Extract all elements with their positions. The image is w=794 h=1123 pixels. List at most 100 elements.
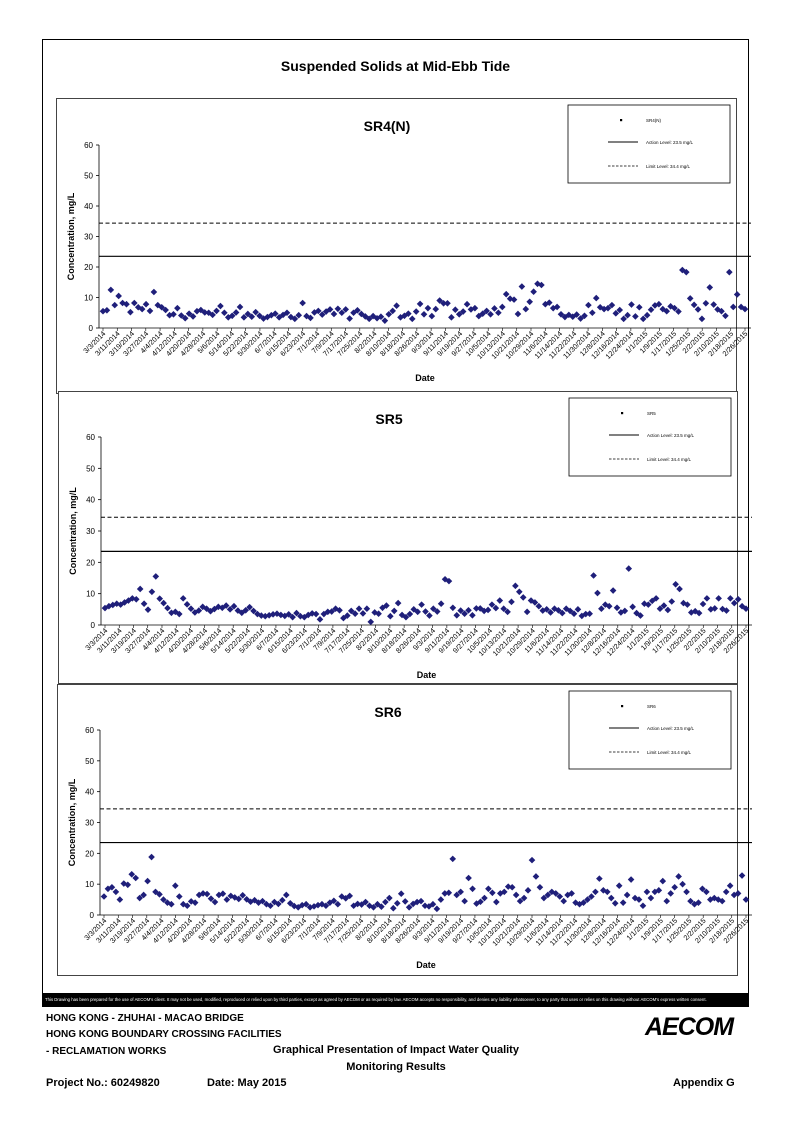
data-point	[679, 266, 686, 274]
data-point	[246, 603, 253, 611]
data-point	[611, 899, 619, 907]
y-tick-label: 40	[86, 496, 95, 505]
data-point	[342, 895, 350, 902]
data-point	[279, 896, 286, 904]
data-point	[199, 890, 207, 897]
data-point	[487, 310, 494, 318]
data-point	[552, 890, 560, 897]
data-point	[523, 608, 531, 616]
data-point	[733, 291, 741, 298]
data-point	[568, 890, 575, 897]
data-point	[146, 307, 154, 315]
data-point	[641, 600, 648, 607]
data-point	[287, 313, 295, 321]
y-tick-label: 20	[86, 558, 95, 567]
data-point	[426, 612, 433, 619]
data-point	[566, 607, 574, 615]
data-point	[659, 877, 667, 885]
data-point	[136, 894, 143, 902]
data-point	[275, 900, 282, 908]
data-point	[401, 312, 408, 320]
data-point	[493, 898, 500, 906]
chart-title: SR4(N)	[364, 118, 411, 134]
y-tick-label: 40	[85, 788, 94, 797]
data-point	[440, 299, 447, 307]
data-point	[347, 607, 355, 615]
footer-appendix: Appendix G	[673, 1077, 735, 1089]
data-point	[256, 312, 263, 320]
data-point	[647, 306, 655, 313]
data-point	[495, 309, 502, 317]
data-point	[453, 611, 461, 619]
data-point	[601, 601, 609, 608]
data-point	[310, 903, 318, 910]
data-point	[316, 616, 324, 623]
data-point	[512, 891, 520, 899]
data-point	[295, 311, 303, 319]
data-point	[699, 600, 707, 608]
y-tick-label: 20	[85, 849, 94, 858]
data-point	[285, 611, 293, 618]
data-point	[667, 890, 675, 897]
data-point	[722, 888, 730, 896]
y-tick-label: 0	[89, 324, 94, 333]
data-point	[432, 305, 440, 313]
legend: SR5 Action Level: 23.5 mg/L Limit Level: 3…	[568, 397, 732, 477]
data-point	[160, 599, 167, 607]
data-point	[488, 601, 496, 608]
data-point	[144, 877, 151, 885]
y-axis-label: Concentration, mg/L	[68, 487, 78, 575]
data-point	[346, 315, 353, 322]
y-axis-label: Concentration, mg/L	[67, 778, 77, 866]
data-point	[248, 313, 256, 321]
data-point	[734, 596, 742, 603]
data-point	[219, 890, 227, 898]
y-tick-label: 30	[86, 527, 95, 536]
data-point	[703, 888, 710, 896]
data-point	[181, 314, 189, 322]
data-point	[643, 311, 651, 319]
data-point	[522, 305, 530, 313]
chart-sr6: SR6 SR6 Action Level: 23.5 mg/L Limit Level…	[57, 684, 752, 976]
data-point	[699, 885, 706, 893]
data-point	[547, 609, 554, 616]
data-point	[425, 903, 433, 910]
data-point	[420, 310, 428, 318]
data-point	[526, 298, 533, 306]
data-point	[452, 306, 459, 313]
data-point	[453, 891, 461, 899]
chart-sr4n-svg: SR4(N) SR4(N) Action Level: 23.5 mg/L Limit…	[66, 104, 751, 383]
data-point	[418, 601, 425, 608]
data-point	[148, 588, 156, 596]
data-point	[156, 595, 164, 602]
y-axis-label: Concentration, mg/L	[66, 192, 76, 280]
data-point	[302, 900, 310, 908]
data-point	[375, 610, 382, 618]
data-point	[209, 311, 216, 319]
data-point	[702, 299, 710, 307]
data-point	[189, 313, 197, 320]
data-point	[742, 896, 750, 903]
data-point	[605, 602, 613, 610]
data-point	[247, 898, 254, 906]
legend-action-label: Action Level: 23.5 mg/L	[646, 140, 694, 145]
data-point	[671, 883, 678, 891]
data-point	[615, 882, 623, 890]
data-point	[582, 610, 590, 618]
data-point	[562, 605, 570, 613]
data-point	[465, 606, 472, 614]
legend-marker-symbol	[621, 412, 624, 415]
data-point	[659, 305, 667, 313]
data-point	[273, 610, 281, 618]
data-point	[694, 306, 702, 313]
data-point	[226, 606, 234, 613]
data-point	[726, 268, 733, 276]
data-point	[726, 882, 734, 890]
data-point	[703, 595, 711, 602]
data-point	[573, 311, 580, 318]
data-point	[498, 303, 506, 311]
data-point	[676, 585, 683, 593]
legend-box	[568, 690, 732, 770]
data-point	[336, 606, 343, 614]
data-point	[363, 605, 371, 613]
